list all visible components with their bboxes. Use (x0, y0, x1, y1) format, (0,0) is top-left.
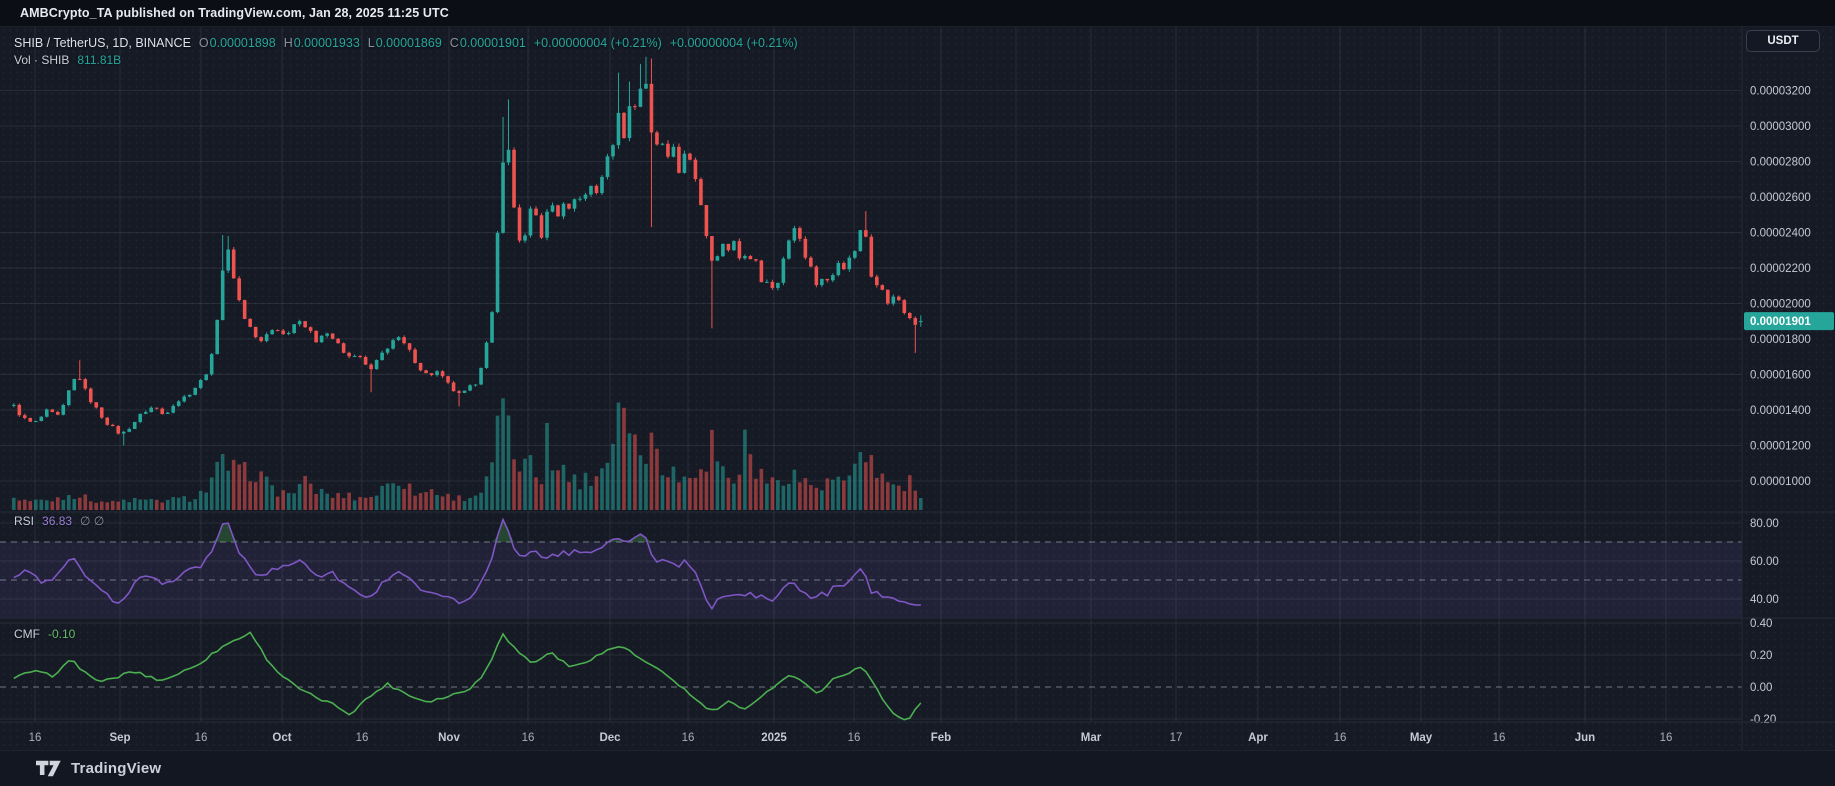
svg-text:-0.20: -0.20 (1750, 714, 1776, 726)
rsi-legend: RSI 36.83 ∅ ∅ (14, 514, 104, 528)
tradingview-logo-icon[interactable] (36, 760, 62, 777)
symbol-title[interactable]: SHIB / TetherUS, 1D, BINANCE (14, 36, 191, 50)
candles (12, 56, 923, 446)
ohlc-low: L0.00001869 (367, 36, 442, 50)
change-absolute-percent-2: +0.00000004 (+0.21%) (669, 36, 798, 50)
svg-text:May: May (1410, 732, 1433, 744)
svg-text:Apr: Apr (1248, 732, 1268, 744)
svg-text:2025: 2025 (761, 732, 787, 744)
svg-text:0.00001600: 0.00001600 (1750, 370, 1811, 382)
svg-text:16: 16 (1493, 732, 1506, 744)
symbol-legend: SHIB / TetherUS, 1D, BINANCE O0.00001898… (14, 36, 798, 50)
svg-text:16: 16 (1660, 732, 1673, 744)
volume-legend: Vol · SHIB 811.81B (14, 53, 121, 67)
svg-text:16: 16 (195, 732, 208, 744)
rsi-line (13, 517, 921, 611)
svg-text:0.00001200: 0.00001200 (1750, 441, 1811, 453)
rsi-empty-markers: ∅ ∅ (80, 514, 105, 528)
price-chart-canvas[interactable]: 0.00003200 0.00003000 0.00002800 0.00002600… (0, 27, 1835, 750)
volume-value: 811.81B (77, 53, 122, 67)
tradingview-brand[interactable]: TradingView (71, 760, 162, 777)
svg-text:16: 16 (522, 732, 535, 744)
svg-text:Mar: Mar (1081, 732, 1102, 744)
ohlc-close: C0.00001901 (449, 36, 526, 50)
svg-text:Sep: Sep (109, 732, 130, 744)
svg-text:Jun: Jun (1575, 732, 1595, 744)
ohlc-open: O0.00001898 (198, 36, 276, 50)
cmf-label[interactable]: CMF (14, 627, 40, 641)
ohlc-high: H0.00001933 (283, 36, 360, 50)
cmf-legend: CMF -0.10 (14, 627, 75, 641)
svg-text:0.00002800: 0.00002800 (1750, 157, 1811, 169)
currency-toggle-button[interactable]: USDT (1746, 30, 1820, 52)
svg-text:16: 16 (682, 732, 695, 744)
svg-text:0.00003200: 0.00003200 (1750, 86, 1811, 98)
svg-text:17: 17 (1170, 732, 1183, 744)
svg-text:Feb: Feb (931, 732, 951, 744)
svg-text:0.40: 0.40 (1750, 618, 1772, 630)
attribution-bar: AMBCrypto_TA published on TradingView.co… (0, 0, 1835, 27)
volume-label[interactable]: Vol · SHIB (14, 53, 70, 67)
attribution-text: AMBCrypto_TA published on TradingView.co… (20, 6, 449, 20)
chart-area[interactable]: 0.00003200 0.00003000 0.00002800 0.00002600… (0, 27, 1835, 750)
svg-text:0.00001000: 0.00001000 (1750, 476, 1811, 488)
footer-bar: TradingView (0, 750, 1835, 786)
svg-text:0.00001800: 0.00001800 (1750, 334, 1811, 346)
svg-text:0.00003000: 0.00003000 (1750, 121, 1811, 133)
svg-text:0.00002000: 0.00002000 (1750, 299, 1811, 311)
volume-bars (12, 398, 923, 510)
svg-text:Dec: Dec (599, 732, 621, 744)
svg-text:16: 16 (29, 732, 42, 744)
cmf-value: -0.10 (48, 627, 76, 641)
svg-text:0.00: 0.00 (1750, 682, 1772, 694)
last-price-tag (1744, 312, 1834, 331)
rsi-value: 36.83 (42, 514, 73, 528)
cmf-line (13, 631, 922, 721)
svg-text:0.20: 0.20 (1750, 650, 1772, 662)
svg-text:0.00001901: 0.00001901 (1750, 316, 1811, 328)
svg-text:0.00002600: 0.00002600 (1750, 192, 1811, 204)
svg-text:16: 16 (1334, 732, 1347, 744)
change-absolute-percent: +0.00000004 (+0.21%) (533, 36, 662, 50)
svg-text:16: 16 (356, 732, 369, 744)
svg-text:80.00: 80.00 (1750, 518, 1779, 530)
svg-text:0.00002400: 0.00002400 (1750, 228, 1811, 240)
svg-text:Nov: Nov (438, 732, 460, 744)
svg-text:60.00: 60.00 (1750, 556, 1779, 568)
svg-text:Oct: Oct (272, 732, 291, 744)
svg-text:16: 16 (848, 732, 861, 744)
svg-text:40.00: 40.00 (1750, 594, 1779, 606)
svg-text:0.00002200: 0.00002200 (1750, 263, 1811, 275)
svg-text:0.00001400: 0.00001400 (1750, 405, 1811, 417)
rsi-label[interactable]: RSI (14, 514, 35, 528)
